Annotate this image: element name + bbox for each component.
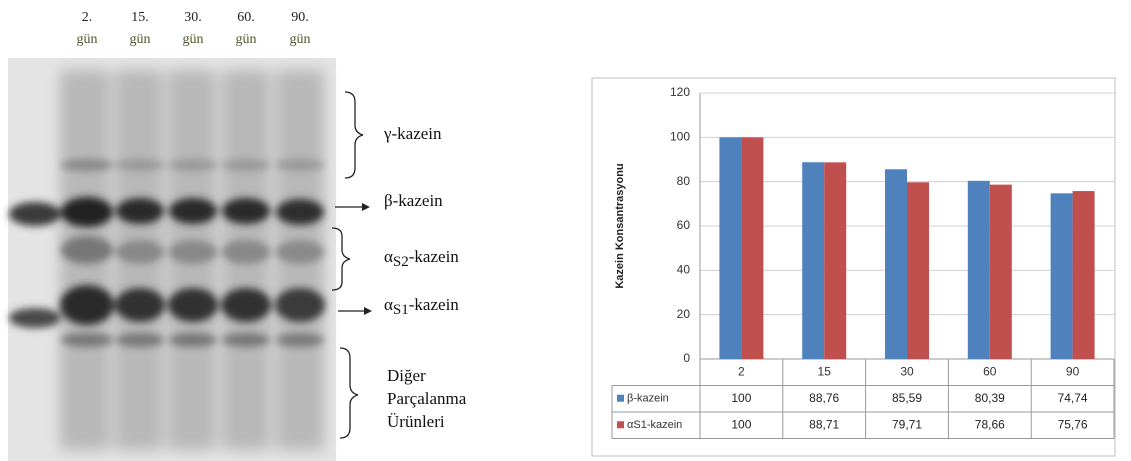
lane-day: 60.	[237, 10, 255, 25]
band-label-sub: S2	[393, 254, 409, 270]
gel-image	[8, 58, 336, 461]
bar	[824, 162, 847, 359]
value-label: 80,39	[975, 391, 1005, 405]
value-label: 74,74	[1058, 391, 1088, 405]
y-tick-label: 0	[683, 351, 690, 365]
band-label: αS1-kazein	[384, 295, 459, 319]
legend-swatch	[617, 394, 624, 402]
bar	[1072, 191, 1095, 359]
legend-label: αS1-kazein	[627, 419, 682, 431]
lane-unit: gün	[236, 32, 257, 47]
band-label-part: -kazein	[409, 247, 460, 266]
x-tick-label: 15	[818, 364, 832, 378]
x-tick-label: 2	[738, 364, 745, 378]
band-label: Diğer	[387, 366, 426, 385]
band-label: αS2-kazein	[384, 247, 459, 271]
band-label-part: α	[384, 247, 393, 266]
lane-day: 15.	[131, 10, 149, 25]
value-label: 85,59	[892, 391, 922, 405]
bar	[719, 137, 742, 359]
value-label: 100	[731, 391, 751, 405]
y-tick-label: 120	[670, 85, 690, 99]
y-tick-label: 60	[677, 218, 691, 232]
lane-unit: gün	[290, 32, 311, 47]
band-label: β-kazein	[384, 191, 443, 210]
y-tick-label: 80	[677, 174, 691, 188]
x-tick-label: 30	[900, 364, 914, 378]
legend-label: β-kazein	[627, 393, 669, 405]
lane-day: 2.	[82, 10, 93, 25]
value-label: 88,76	[809, 391, 839, 405]
band-label-sub: S1	[393, 302, 409, 318]
x-tick-label: 90	[1066, 364, 1080, 378]
value-label: 100	[731, 417, 751, 431]
value-label: 79,71	[892, 417, 922, 431]
brackets	[331, 91, 364, 439]
band-label-part: -kazein	[409, 295, 460, 314]
lane-unit: gün	[183, 32, 204, 47]
lane-unit: gün	[130, 32, 151, 47]
value-label: 88,71	[809, 417, 839, 431]
bar	[1050, 193, 1073, 359]
band-label: Ürünleri	[387, 412, 445, 431]
value-label: 75,76	[1058, 417, 1088, 431]
lane-unit: gün	[77, 32, 98, 47]
band-label-part: α	[384, 295, 393, 314]
y-tick-label: 100	[670, 130, 690, 144]
band-label: γ-kazein	[383, 124, 442, 143]
legend-swatch	[617, 421, 624, 429]
bar	[967, 180, 990, 359]
y-tick-label: 20	[677, 307, 691, 321]
y-axis-label: Kazein Konsantrasyonu	[614, 163, 626, 288]
lane-day: 90.	[291, 10, 309, 25]
chart-frame	[591, 77, 1116, 457]
bar	[885, 169, 907, 359]
lane-day: 30.	[184, 10, 202, 25]
x-tick-label: 60	[983, 364, 997, 378]
value-label: 78,66	[975, 417, 1005, 431]
y-tick-label: 40	[677, 263, 691, 277]
bar	[907, 182, 929, 359]
bar	[741, 137, 764, 359]
bar	[989, 184, 1012, 359]
bar	[802, 162, 825, 359]
band-label: Parçalanma	[387, 389, 467, 408]
arrow-heads	[362, 203, 372, 315]
